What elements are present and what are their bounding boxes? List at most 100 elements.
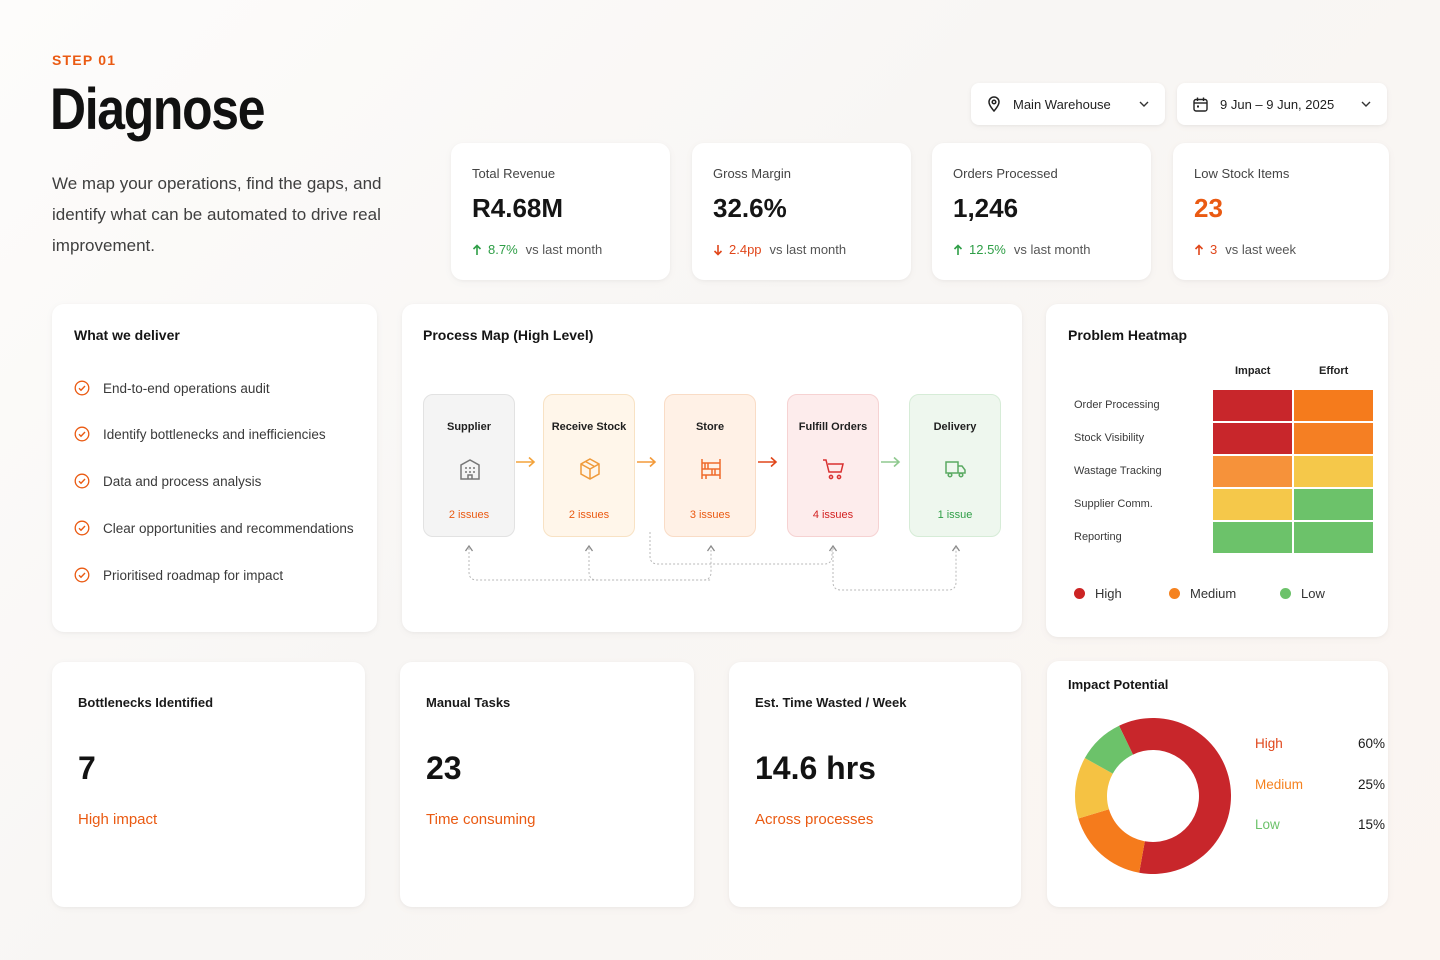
process-map-title: Process Map (High Level) bbox=[423, 327, 594, 343]
process-step[interactable]: Receive Stock 2 issues bbox=[543, 394, 635, 537]
legend-dot bbox=[1074, 588, 1085, 599]
heatmap-row-label: Wastage Tracking bbox=[1074, 465, 1162, 477]
kpi-compare: vs last month bbox=[525, 242, 603, 257]
stat-subtext: Time consuming bbox=[426, 811, 536, 828]
shelves-icon bbox=[701, 459, 721, 479]
kpi-change: 8.7% bbox=[488, 242, 518, 257]
deliver-item: Clear opportunities and recommendations bbox=[74, 520, 354, 536]
deliver-item-label: Clear opportunities and recommendations bbox=[103, 520, 354, 536]
kpi-trend: 12.5% vs last month bbox=[953, 242, 1090, 257]
heatmap-cell bbox=[1294, 390, 1373, 421]
arrow-down-icon bbox=[713, 244, 723, 256]
stat-card: Manual Tasks 23 Time consuming bbox=[400, 662, 694, 907]
heatmap-cell bbox=[1294, 423, 1373, 454]
process-step-issues: 4 issues bbox=[812, 509, 854, 521]
heatmap-cell bbox=[1213, 489, 1292, 520]
flow-arrow bbox=[516, 456, 536, 468]
process-step-name: Store bbox=[695, 421, 725, 433]
stat-label: Bottlenecks Identified bbox=[78, 695, 214, 710]
deliver-item-label: Prioritised roadmap for impact bbox=[103, 567, 284, 583]
date-range-selector[interactable]: 9 Jun – 9 Jun, 2025 bbox=[1177, 83, 1387, 125]
legend-label: Low bbox=[1301, 586, 1325, 601]
check-circle-icon bbox=[74, 473, 90, 489]
arrow-up-icon bbox=[1194, 243, 1204, 255]
kpi-trend: 8.7% vs last month bbox=[472, 242, 602, 257]
check-circle-icon bbox=[74, 520, 90, 536]
process-step-issues: 2 issues bbox=[448, 509, 490, 521]
legend-dot bbox=[1280, 588, 1291, 599]
feedback-arrowheads bbox=[464, 544, 961, 552]
kpi-value: 1,246 bbox=[953, 193, 1019, 223]
truck-icon bbox=[945, 461, 966, 478]
donut-slice-medium bbox=[1078, 809, 1145, 873]
kpi-card: Gross Margin 32.6% 2.4pp vs last month bbox=[692, 143, 911, 280]
location-pin-icon bbox=[988, 96, 1000, 112]
impact-legend-value: 25% bbox=[1357, 777, 1385, 792]
stat-value: 7 bbox=[78, 750, 96, 786]
page-intro: We map your operations, find the gaps, a… bbox=[52, 174, 382, 255]
kpi-label: Total Revenue bbox=[472, 166, 556, 181]
impact-legend-label: High bbox=[1255, 736, 1283, 751]
flow-arrow bbox=[758, 456, 778, 468]
impact-legend-row: Low 15% bbox=[1255, 817, 1385, 832]
heatmap-cell bbox=[1294, 489, 1373, 520]
building-icon bbox=[460, 459, 480, 480]
process-step-name: Fulfill Orders bbox=[798, 421, 868, 433]
stat-card: Est. Time Wasted / Week 14.6 hrs Across pr… bbox=[729, 662, 1021, 907]
flow-arrow bbox=[881, 456, 901, 468]
check-circle-icon bbox=[74, 567, 90, 583]
kpi-card: Total Revenue R4.68M 8.7% vs last month bbox=[451, 143, 670, 280]
process-step[interactable]: Delivery 1 issue bbox=[909, 394, 1001, 537]
heatmap-card: Problem Heatmap Impact Effort Order Proc… bbox=[1046, 304, 1388, 637]
legend-dot bbox=[1169, 588, 1180, 599]
impact-legend-row: Medium 25% bbox=[1255, 777, 1385, 792]
kpi-value: 23 bbox=[1194, 193, 1223, 223]
stat-subtext: High impact bbox=[78, 811, 158, 828]
deliver-item: End-to-end operations audit bbox=[74, 380, 270, 396]
kpi-card: Orders Processed 1,246 12.5% vs last month bbox=[932, 143, 1151, 280]
heatmap-cell bbox=[1213, 423, 1292, 454]
cart-icon bbox=[823, 459, 844, 480]
process-step[interactable]: Supplier 2 issues bbox=[423, 394, 515, 537]
process-step-name: Supplier bbox=[446, 421, 491, 433]
process-step-name: Receive Stock bbox=[551, 421, 627, 433]
stat-label: Manual Tasks bbox=[426, 695, 511, 710]
impact-legend-label: Low bbox=[1255, 817, 1280, 832]
heatmap-row-label: Order Processing bbox=[1074, 399, 1160, 411]
location-selector[interactable]: Main Warehouse bbox=[971, 83, 1165, 125]
calendar-icon bbox=[1193, 97, 1208, 112]
process-map-card: Process Map (High Level) Supplier 2 issue… bbox=[402, 304, 1022, 632]
legend-label: Medium bbox=[1190, 586, 1237, 601]
stat-subtext: Across processes bbox=[755, 811, 874, 828]
deliver-item: Identify bottlenecks and inefficiencies bbox=[74, 426, 326, 442]
check-circle-icon bbox=[74, 380, 90, 396]
date-range-value: 9 Jun – 9 Jun, 2025 bbox=[1220, 96, 1335, 112]
kpi-label: Low Stock Items bbox=[1194, 166, 1290, 181]
heatmap-legend-item: High bbox=[1074, 586, 1122, 601]
impact-legend-label: Medium bbox=[1255, 777, 1304, 792]
chevron-down-icon bbox=[1361, 101, 1371, 107]
donut-slice-high bbox=[1119, 718, 1231, 874]
heatmap-col-effort: Effort bbox=[1319, 365, 1349, 377]
kpi-trend: 3 vs last week bbox=[1194, 242, 1296, 257]
process-step[interactable]: Store 3 issues bbox=[664, 394, 756, 537]
impact-legend-row: High 60% bbox=[1255, 736, 1385, 751]
heatmap-legend-item: Low bbox=[1280, 586, 1325, 601]
donut-slice-medium bbox=[1075, 758, 1113, 819]
impact-card: Impact Potential High 60% Medium 25% Low 15% bbox=[1047, 661, 1388, 907]
kpi-compare: vs last week bbox=[1225, 242, 1297, 257]
donut-slice-low bbox=[1084, 725, 1133, 774]
deliver-item-label: Identify bottlenecks and inefficiencies bbox=[103, 426, 326, 442]
kpi-label: Gross Margin bbox=[713, 166, 792, 181]
process-step[interactable]: Fulfill Orders 4 issues bbox=[787, 394, 879, 537]
heatmap-row-label: Supplier Comm. bbox=[1074, 498, 1153, 510]
deliver-item: Prioritised roadmap for impact bbox=[74, 567, 283, 583]
kpi-change: 12.5% bbox=[969, 242, 1006, 257]
heatmap-cell bbox=[1294, 456, 1373, 487]
kpi-label: Orders Processed bbox=[953, 166, 1058, 181]
kpi-value: 32.6% bbox=[713, 193, 787, 223]
stat-label: Est. Time Wasted / Week bbox=[755, 695, 907, 710]
impact-legend-value: 60% bbox=[1357, 736, 1385, 751]
stat-value: 23 bbox=[426, 750, 462, 786]
heatmap-cell bbox=[1294, 522, 1373, 553]
